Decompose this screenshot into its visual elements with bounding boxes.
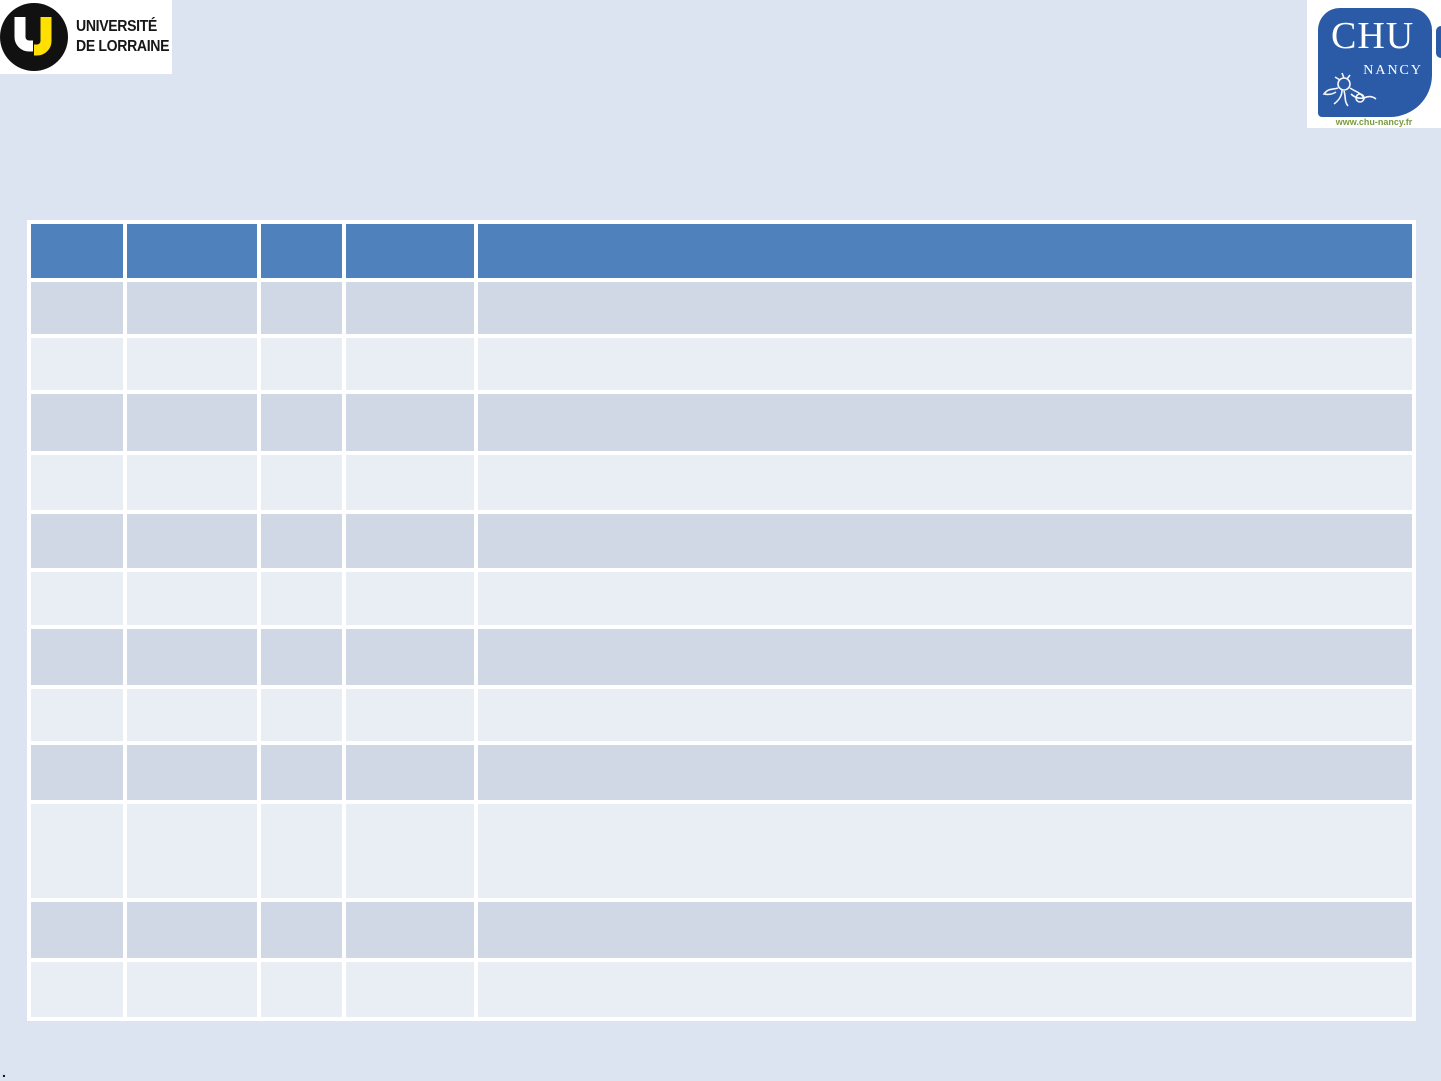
table-cell — [261, 745, 342, 800]
table-row — [31, 804, 1412, 898]
table-cell — [127, 282, 257, 334]
table-cell — [261, 902, 342, 958]
table-cell — [346, 962, 474, 1017]
table-cell — [31, 962, 123, 1017]
ul-logo-text: UNIVERSITÉ DE LORRAINE — [76, 17, 169, 57]
table-cell — [346, 804, 474, 898]
table-cell — [31, 394, 123, 451]
table-cell — [346, 572, 474, 625]
table-row — [31, 629, 1412, 685]
ul-monogram-icon — [0, 0, 70, 74]
table-cell — [127, 394, 257, 451]
table-row — [31, 455, 1412, 510]
table-cell — [127, 514, 257, 568]
table-cell — [261, 282, 342, 334]
chu-acronym: CHU — [1331, 15, 1415, 57]
table-cell — [31, 514, 123, 568]
table-cell — [478, 804, 1412, 898]
ul-logo-line2: DE LORRAINE — [76, 38, 170, 55]
table-cell — [127, 455, 257, 510]
table-cell — [478, 338, 1412, 390]
table-cell — [346, 338, 474, 390]
data-table — [27, 220, 1416, 1021]
table-row — [31, 394, 1412, 451]
chu-nancy-logo: CHU NANCY www.chu-nancy.fr — [1307, 0, 1441, 128]
table-cell — [261, 629, 342, 685]
table-cell — [31, 902, 123, 958]
table-cell — [261, 962, 342, 1017]
header-cell — [31, 224, 123, 278]
table-cell — [478, 629, 1412, 685]
table-cell — [346, 394, 474, 451]
table-cell — [478, 689, 1412, 741]
stray-period-mark: . — [2, 1064, 6, 1080]
clipped-logo-sliver — [1436, 26, 1441, 58]
table-cell — [261, 455, 342, 510]
table-cell — [127, 689, 257, 741]
table-cell — [261, 572, 342, 625]
table-cell — [31, 282, 123, 334]
thistle-icon — [1320, 70, 1380, 115]
table-cell — [346, 689, 474, 741]
table-cell — [346, 629, 474, 685]
table-cell — [478, 394, 1412, 451]
table-cell — [127, 338, 257, 390]
header-cell — [261, 224, 342, 278]
table-cell — [261, 394, 342, 451]
table-cell — [478, 455, 1412, 510]
table-cell — [127, 804, 257, 898]
table-cell — [346, 455, 474, 510]
table-cell — [346, 745, 474, 800]
table-cell — [31, 804, 123, 898]
chu-logo-square: CHU NANCY — [1318, 8, 1432, 117]
table-row — [31, 962, 1412, 1017]
table-cell — [127, 745, 257, 800]
table-cell — [261, 338, 342, 390]
table-cell — [261, 689, 342, 741]
table-body — [31, 282, 1412, 1017]
table-header — [31, 224, 1412, 278]
table-row — [31, 514, 1412, 568]
table-cell — [31, 572, 123, 625]
table-cell — [31, 689, 123, 741]
table-cell — [127, 902, 257, 958]
table-cell — [261, 804, 342, 898]
table-cell — [478, 902, 1412, 958]
table-row — [31, 745, 1412, 800]
ul-logo-line1: UNIVERSITÉ — [76, 18, 157, 35]
table-cell — [346, 282, 474, 334]
table-cell — [346, 902, 474, 958]
chu-city: NANCY — [1363, 63, 1423, 78]
table-header-row — [31, 224, 1412, 278]
table-cell — [127, 572, 257, 625]
table-row — [31, 338, 1412, 390]
table-row — [31, 282, 1412, 334]
table-cell — [478, 514, 1412, 568]
table-cell — [31, 745, 123, 800]
header-cell — [127, 224, 257, 278]
universite-lorraine-logo: UNIVERSITÉ DE LORRAINE — [0, 0, 172, 74]
table-row — [31, 902, 1412, 958]
table-cell — [31, 629, 123, 685]
table-cell — [478, 572, 1412, 625]
table-cell — [31, 455, 123, 510]
table-row — [31, 689, 1412, 741]
chu-url: www.chu-nancy.fr — [1335, 117, 1413, 127]
table-cell — [478, 282, 1412, 334]
table-cell — [346, 514, 474, 568]
table-row — [31, 572, 1412, 625]
table-cell — [127, 962, 257, 1017]
table-cell — [478, 745, 1412, 800]
header-cell — [346, 224, 474, 278]
table-cell — [261, 514, 342, 568]
table-cell — [127, 629, 257, 685]
table-cell — [478, 962, 1412, 1017]
table-cell — [31, 338, 123, 390]
header-cell — [478, 224, 1412, 278]
